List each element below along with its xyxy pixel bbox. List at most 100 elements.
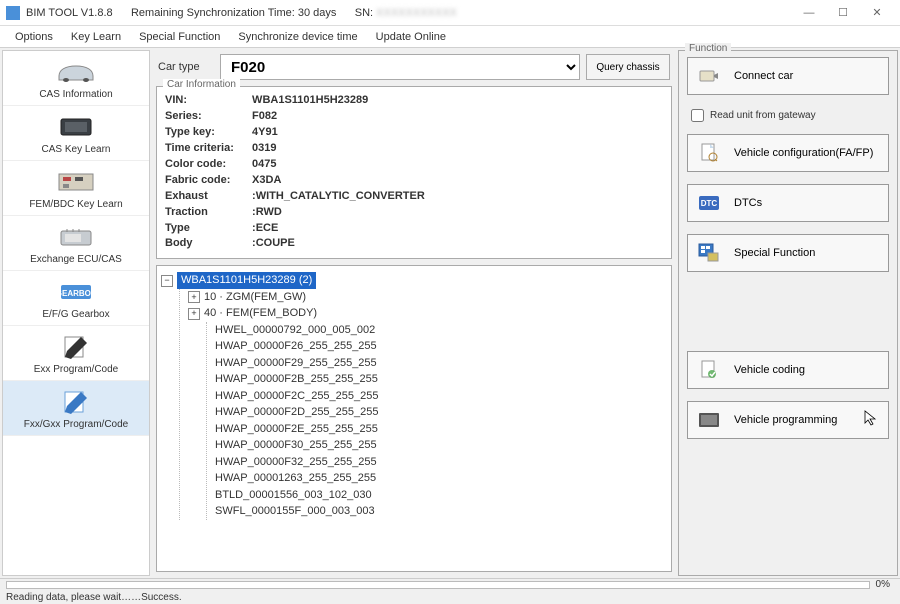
tree-leaf[interactable]: HWAP_00000F32_255_255_255 bbox=[215, 454, 377, 471]
progress-percent: 0% bbox=[876, 579, 890, 590]
vehicle-programming-button[interactable]: Vehicle programming bbox=[687, 401, 889, 439]
tree-leaf[interactable]: HWAP_00001263_255_255_255 bbox=[215, 470, 376, 487]
status-text: Reading data, please wait……Success. bbox=[6, 592, 182, 603]
sidebar-item-label: CAS Key Learn bbox=[42, 144, 111, 156]
tree-node[interactable]: 40 · FEM(FEM_BODY) bbox=[204, 305, 317, 322]
tree-leaf[interactable]: HWEL_00000792_000_005_002 bbox=[215, 322, 375, 339]
car-info-key: Fabric code: bbox=[165, 173, 249, 189]
car-info-value: :COUPE bbox=[249, 237, 295, 249]
vehicle-coding-button[interactable]: Vehicle coding bbox=[687, 351, 889, 389]
document-icon bbox=[698, 142, 720, 164]
car-info-key: Traction bbox=[165, 205, 249, 221]
tree-root[interactable]: WBA1S1101H5H23289 (2) bbox=[177, 272, 316, 289]
module-tree[interactable]: − WBA1S1101H5H23289 (2) + 10 · ZGM(FEM_G… bbox=[156, 265, 672, 572]
svg-text:GEARBOX: GEARBOX bbox=[56, 289, 97, 298]
gearbox-icon: GEARBOX bbox=[53, 277, 99, 307]
tree-leaf[interactable]: HWAP_00000F29_255_255_255 bbox=[215, 355, 377, 372]
tree-expand-icon[interactable]: + bbox=[188, 308, 200, 320]
car-info-key: Color code: bbox=[165, 157, 249, 173]
car-info-value: :WITH_CATALYTIC_CONVERTER bbox=[249, 190, 425, 202]
tree-leaf[interactable]: HWAP_00000F2B_255_255_255 bbox=[215, 371, 378, 388]
sidebar-item-label: FEM/BDC Key Learn bbox=[29, 199, 122, 211]
menu-key-learn[interactable]: Key Learn bbox=[62, 31, 130, 43]
tree-leaf[interactable]: HWAP_00000F2D_255_255_255 bbox=[215, 404, 379, 421]
sidebar-cas-info[interactable]: CAS Information bbox=[3, 51, 149, 106]
tree-leaf[interactable]: HWAP_00000F30_255_255_255 bbox=[215, 437, 377, 454]
tree-expand-icon[interactable]: + bbox=[188, 291, 200, 303]
menu-update-online[interactable]: Update Online bbox=[367, 31, 455, 43]
progress-bar bbox=[6, 581, 870, 589]
status-bar: Reading data, please wait……Success. bbox=[0, 590, 900, 604]
car-information-panel: Car Information VIN: WBA1S1101H5H23289Se… bbox=[156, 86, 672, 259]
special-icon bbox=[698, 242, 720, 264]
car-info-legend: Car Information bbox=[163, 79, 240, 90]
sidebar-gearbox[interactable]: GEARBOX E/F/G Gearbox bbox=[3, 271, 149, 326]
car-type-label: Car type bbox=[158, 61, 220, 73]
sidebar-cas-key-learn[interactable]: CAS Key Learn bbox=[3, 106, 149, 161]
ecu-icon bbox=[53, 112, 99, 142]
dtcs-button[interactable]: DTC DTCs bbox=[687, 184, 889, 222]
programming-icon bbox=[698, 409, 720, 431]
progress-row: 0% bbox=[0, 578, 900, 590]
menu-sync-time[interactable]: Synchronize device time bbox=[229, 31, 366, 43]
board-icon bbox=[53, 167, 99, 197]
sidebar-item-label: Fxx/Gxx Program/Code bbox=[24, 419, 128, 431]
sidebar-fem-bdc-key-learn[interactable]: FEM/BDC Key Learn bbox=[3, 161, 149, 216]
minimize-button[interactable]: — bbox=[792, 2, 826, 24]
connect-car-button[interactable]: Connect car bbox=[687, 57, 889, 95]
tree-leaf[interactable]: SWFL_0000155F_000_003_003 bbox=[215, 503, 375, 520]
maximize-button[interactable]: ☐ bbox=[826, 2, 860, 24]
menu-bar: Options Key Learn Special Function Synch… bbox=[0, 26, 900, 48]
button-label: DTCs bbox=[734, 197, 762, 209]
car-info-value: :RWD bbox=[249, 206, 282, 218]
menu-options[interactable]: Options bbox=[6, 31, 62, 43]
car-icon bbox=[53, 57, 99, 87]
car-info-value: :ECE bbox=[249, 222, 278, 234]
button-label: Connect car bbox=[734, 70, 793, 82]
cursor-icon bbox=[864, 410, 878, 429]
sidebar-exchange-ecu-cas[interactable]: Exchange ECU/CAS bbox=[3, 216, 149, 271]
query-chassis-button[interactable]: Query chassis bbox=[586, 54, 670, 80]
tree-leaf[interactable]: HWAP_00000F26_255_255_255 bbox=[215, 338, 377, 355]
document-pen-icon bbox=[53, 332, 99, 362]
vehicle-config-button[interactable]: Vehicle configuration(FA/FP) bbox=[687, 134, 889, 172]
tree-collapse-icon[interactable]: − bbox=[161, 275, 173, 287]
checkbox-label: Read unit from gateway bbox=[710, 110, 816, 121]
tree-leaf[interactable]: BTLD_00001556_003_102_030 bbox=[215, 487, 372, 504]
button-label: Vehicle programming bbox=[734, 414, 837, 426]
sidebar-item-label: CAS Information bbox=[39, 89, 112, 101]
sidebar-exx-program[interactable]: Exx Program/Code bbox=[3, 326, 149, 381]
close-button[interactable]: ✕ bbox=[860, 2, 894, 24]
function-legend: Function bbox=[685, 43, 731, 54]
app-icon bbox=[6, 6, 20, 20]
sidebar-item-label: Exchange ECU/CAS bbox=[30, 254, 122, 266]
menu-special-function[interactable]: Special Function bbox=[130, 31, 229, 43]
read-unit-checkbox[interactable]: Read unit from gateway bbox=[687, 107, 889, 122]
car-info-key: Time criteria: bbox=[165, 141, 249, 157]
svg-text:DTC: DTC bbox=[701, 199, 718, 208]
button-label: Vehicle configuration(FA/FP) bbox=[734, 147, 873, 159]
app-title: BIM TOOL V1.8.8 Remaining Synchronizatio… bbox=[26, 7, 457, 19]
car-info-value: 0475 bbox=[249, 158, 277, 170]
car-info-key: Type bbox=[165, 221, 249, 237]
sidebar-fxx-gxx-program[interactable]: Fxx/Gxx Program/Code bbox=[3, 381, 149, 436]
car-info-key: Series: bbox=[165, 109, 249, 125]
tree-node[interactable]: 10 · ZGM(FEM_GW) bbox=[204, 289, 306, 306]
car-info-value: WBA1S1101H5H23289 bbox=[249, 94, 368, 106]
car-type-select[interactable]: F020 bbox=[220, 54, 580, 80]
car-info-key: VIN: bbox=[165, 93, 249, 109]
tree-leaf[interactable]: HWAP_00000F2C_255_255_255 bbox=[215, 388, 379, 405]
tree-leaf[interactable]: HWAP_00000F2E_255_255_255 bbox=[215, 421, 378, 438]
button-label: Vehicle coding bbox=[734, 364, 805, 376]
car-info-key: Exhaust bbox=[165, 189, 249, 205]
button-label: Special Function bbox=[734, 247, 815, 259]
sidebar-item-label: Exx Program/Code bbox=[34, 364, 118, 376]
read-unit-input[interactable] bbox=[691, 109, 704, 122]
car-info-key: Body bbox=[165, 236, 249, 252]
connect-icon bbox=[698, 65, 720, 87]
special-function-button[interactable]: Special Function bbox=[687, 234, 889, 272]
sidebar: CAS Information CAS Key Learn FEM/BDC Ke… bbox=[2, 50, 150, 576]
title-bar: BIM TOOL V1.8.8 Remaining Synchronizatio… bbox=[0, 0, 900, 26]
module-icon bbox=[53, 222, 99, 252]
car-info-value: F082 bbox=[249, 110, 277, 122]
